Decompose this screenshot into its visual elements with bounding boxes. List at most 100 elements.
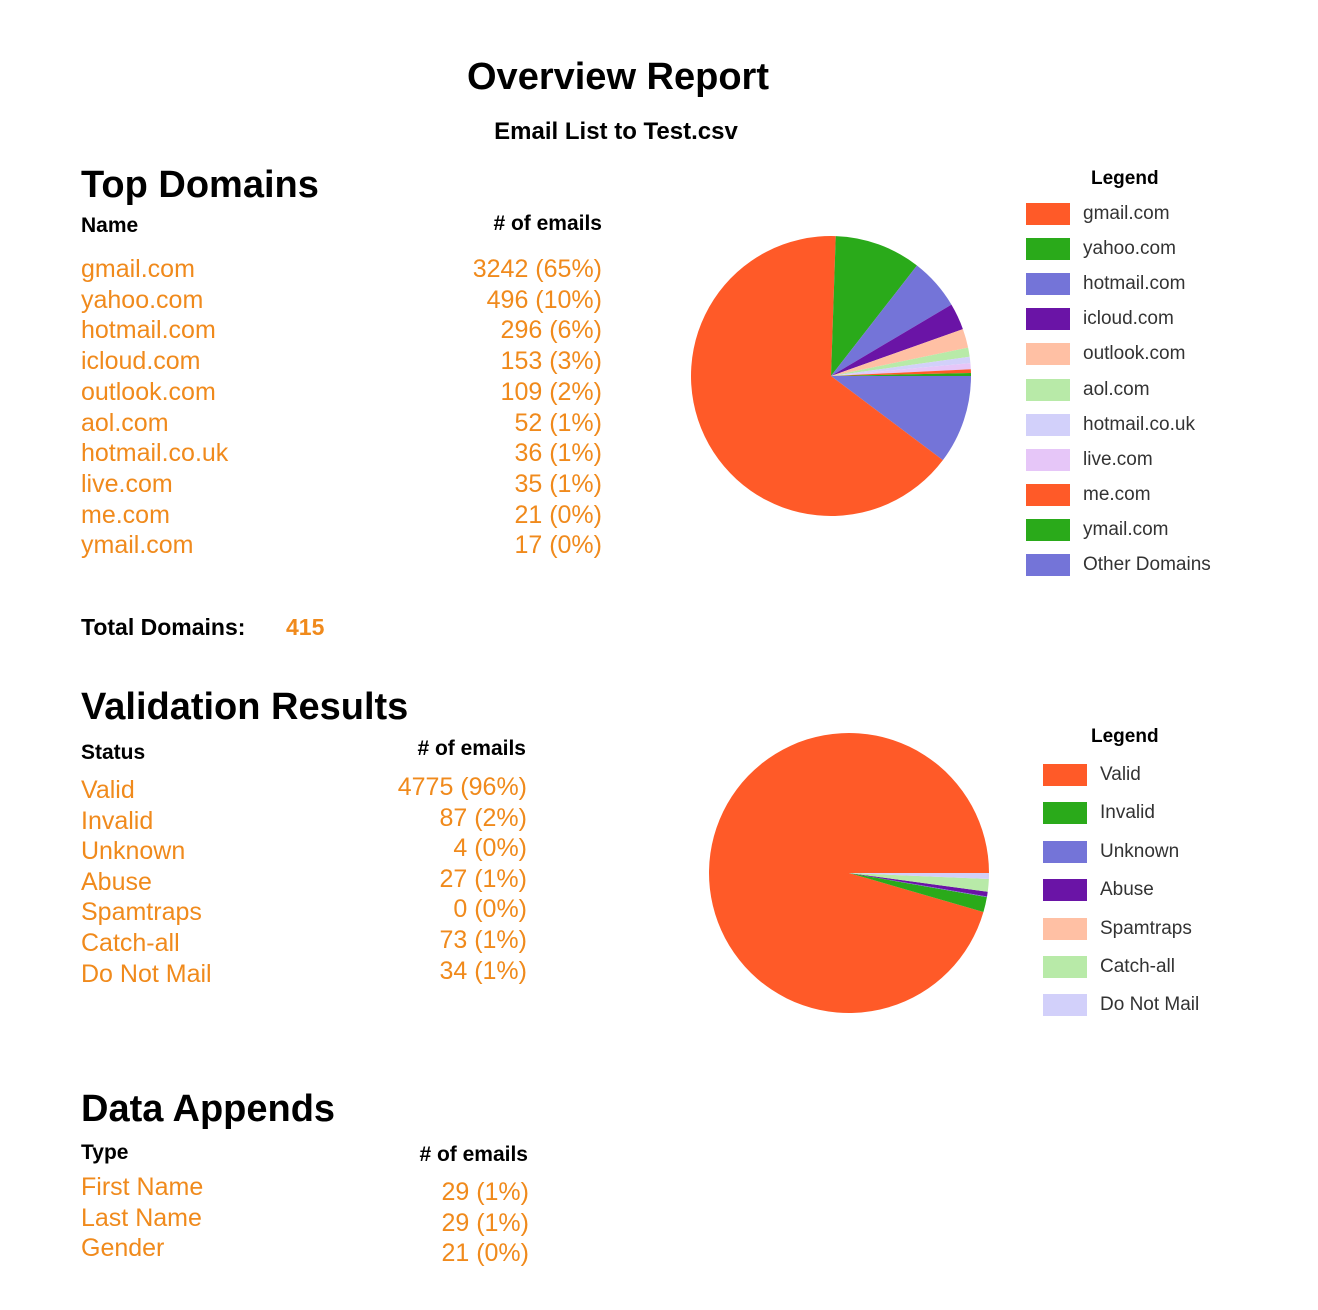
pie-slice-invalid bbox=[849, 873, 987, 913]
report-title: Overview Report bbox=[467, 56, 769, 98]
legend-swatch bbox=[1026, 518, 1070, 541]
validation-row-count: 4 (0%) bbox=[453, 834, 527, 863]
top_domains-row-name: ymail.com bbox=[81, 531, 194, 560]
top_domains-row-name: icloud.com bbox=[81, 347, 201, 376]
legend-swatch bbox=[1026, 378, 1070, 401]
top-domains-legend-title: Legend bbox=[1091, 168, 1159, 189]
validation-status-header: Status bbox=[81, 741, 146, 764]
pie-slice-do-not-mail bbox=[849, 873, 989, 879]
legend-swatch bbox=[1026, 554, 1070, 576]
appends-row-count: 29 (1%) bbox=[441, 1178, 529, 1206]
legend-swatch bbox=[1043, 917, 1087, 940]
pie-slice-outlook-com bbox=[831, 329, 969, 376]
legend-label: icloud.com bbox=[1083, 308, 1174, 330]
legend-label: hotmail.co.uk bbox=[1083, 413, 1195, 435]
pie-slice-ymail-com bbox=[831, 372, 971, 376]
legend-label: Unknown bbox=[1100, 840, 1180, 862]
legend-label: me.com bbox=[1083, 483, 1151, 505]
legend-swatch bbox=[1026, 273, 1070, 296]
total-domains-label: Total Domains: bbox=[81, 614, 246, 640]
top_domains-row-count: 109 (2%) bbox=[500, 377, 602, 406]
legend-label: outlook.com bbox=[1083, 343, 1186, 365]
top_domains-row-count: 496 (10%) bbox=[486, 285, 602, 314]
validation-row-name: Valid bbox=[81, 776, 135, 804]
legend-label: gmail.com bbox=[1083, 203, 1170, 224]
validation-row-name: Unknown bbox=[81, 837, 186, 866]
legend-swatch bbox=[1043, 840, 1087, 863]
data-appends-type-header: Type bbox=[81, 1141, 129, 1164]
validation-row-name: Catch-all bbox=[81, 929, 180, 957]
top_domains-row-count: 52 (1%) bbox=[514, 408, 602, 437]
legend-swatch bbox=[1026, 308, 1070, 331]
validation-pie-chart bbox=[709, 733, 989, 1014]
top_domains-row-count: 3242 (65%) bbox=[472, 255, 602, 283]
legend-label: aol.com bbox=[1083, 378, 1150, 400]
validation-heading: Validation Results bbox=[81, 686, 409, 728]
top_domains-row-name: aol.com bbox=[81, 408, 169, 437]
validation-row-name: Do Not Mail bbox=[81, 959, 212, 988]
validation-row-count: 87 (2%) bbox=[439, 803, 527, 832]
legend-label: Valid bbox=[1100, 764, 1141, 785]
top-domains-count-header: # of emails bbox=[493, 212, 602, 235]
legend-swatch bbox=[1026, 448, 1070, 471]
pie-slice-unknown bbox=[849, 873, 988, 898]
validation-row-count: 73 (1%) bbox=[439, 926, 527, 954]
validation-row-name: Invalid bbox=[81, 806, 154, 835]
appends-row-name: Gender bbox=[81, 1234, 165, 1263]
validation-legend-title: Legend bbox=[1091, 726, 1159, 747]
top_domains-row-name: outlook.com bbox=[81, 377, 216, 406]
top_domains-row-name: hotmail.co.uk bbox=[81, 439, 229, 468]
top_domains-row-count: 36 (1%) bbox=[514, 439, 602, 468]
top-domains-name-header: Name bbox=[81, 214, 139, 237]
legend-label: Spamtraps bbox=[1100, 917, 1192, 939]
validation-row-count: 34 (1%) bbox=[439, 956, 527, 985]
legend-label: Do Not Mail bbox=[1100, 994, 1200, 1016]
appends-row-name: Last Name bbox=[81, 1203, 202, 1232]
pie-slice-yahoo-com bbox=[831, 236, 917, 376]
validation-row-count: 4775 (96%) bbox=[397, 773, 527, 801]
legend-label: Abuse bbox=[1100, 879, 1154, 901]
pie-slice-gmail-com bbox=[691, 235, 943, 516]
legend-label: Catch-all bbox=[1100, 956, 1175, 977]
validation-row-name: Abuse bbox=[81, 867, 152, 896]
pie-slice-me-com bbox=[831, 369, 971, 376]
top_domains-row-name: gmail.com bbox=[81, 255, 195, 283]
legend-label: hotmail.com bbox=[1083, 273, 1186, 295]
data-appends-count-header: # of emails bbox=[419, 1143, 528, 1166]
top-domains-pie-chart bbox=[691, 235, 971, 516]
legend-swatch bbox=[1043, 764, 1087, 786]
pie-slice-live-com bbox=[831, 363, 971, 376]
pie-slice-hotmail-com bbox=[831, 265, 952, 376]
legend-label: ymail.com bbox=[1083, 518, 1169, 540]
top_domains-row-count: 21 (0%) bbox=[514, 500, 602, 529]
legend-swatch bbox=[1026, 203, 1070, 225]
pie-slice-aol-com bbox=[831, 347, 970, 376]
legend-swatch bbox=[1026, 343, 1070, 366]
legend-label: Other Domains bbox=[1083, 554, 1211, 575]
pie-slice-other-domains bbox=[831, 376, 971, 461]
pie-slice-hotmail-co-uk bbox=[831, 356, 971, 376]
legend-swatch bbox=[1026, 413, 1070, 436]
legend-swatch bbox=[1026, 238, 1070, 261]
top_domains-row-name: hotmail.com bbox=[81, 316, 216, 345]
legend-label: live.com bbox=[1083, 448, 1153, 470]
legend-swatch bbox=[1026, 483, 1070, 506]
legend-swatch bbox=[1043, 879, 1087, 902]
top_domains-row-name: me.com bbox=[81, 500, 170, 529]
data-appends-heading: Data Appends bbox=[81, 1088, 336, 1130]
validation-row-count: 0 (0%) bbox=[453, 895, 527, 924]
validation-row-count: 27 (1%) bbox=[439, 864, 527, 893]
pie-slice-icloud-com bbox=[831, 304, 963, 376]
report-subtitle: Email List to Test.csv bbox=[494, 118, 738, 145]
validation-count-header: # of emails bbox=[417, 737, 526, 760]
appends-row-name: First Name bbox=[81, 1173, 204, 1201]
legend-swatch bbox=[1043, 994, 1087, 1017]
top_domains-row-name: live.com bbox=[81, 469, 173, 498]
legend-swatch bbox=[1043, 802, 1087, 825]
legend-swatch bbox=[1043, 956, 1087, 978]
top_domains-row-count: 17 (0%) bbox=[514, 531, 602, 560]
appends-row-count: 21 (0%) bbox=[441, 1239, 529, 1268]
pie-slice-abuse bbox=[849, 873, 988, 897]
appends-row-count: 29 (1%) bbox=[441, 1208, 529, 1237]
total-domains-value: 415 bbox=[286, 614, 325, 640]
